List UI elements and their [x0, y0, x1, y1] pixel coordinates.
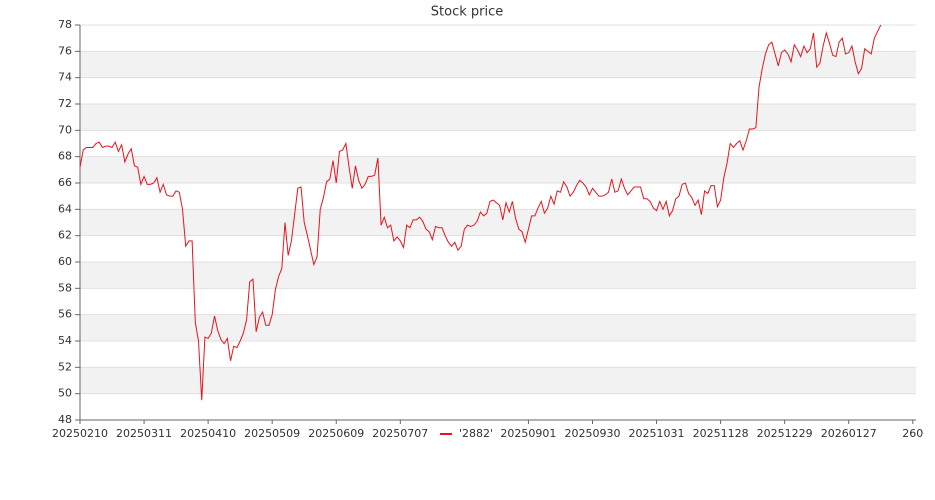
chart-title: Stock price	[431, 5, 503, 20]
y-tick-label: 48	[58, 413, 72, 426]
grid-band	[80, 262, 916, 289]
y-tick-label: 50	[58, 387, 72, 400]
y-tick-label: 76	[58, 44, 72, 57]
x-tick-label: 20250210	[52, 427, 108, 440]
grid-band	[80, 156, 916, 183]
x-tick-label: 20251128	[693, 427, 749, 440]
x-tick-label: 20250509	[244, 427, 300, 440]
line-series	[79, 24, 882, 401]
y-tick-label: 60	[58, 255, 72, 268]
x-tick-label: 20260127	[821, 427, 877, 440]
y-tick-label: 66	[58, 176, 72, 189]
grid-band	[80, 314, 916, 341]
x-tick-label: 20250707	[372, 427, 428, 440]
y-tick-label: 54	[58, 334, 72, 347]
y-tick-label: 64	[58, 202, 72, 215]
x-tick-label: 20251031	[629, 427, 685, 440]
x-tick-label: 20250609	[308, 427, 364, 440]
x-tick-label: 20250901	[500, 427, 556, 440]
legend-label: '2882'	[459, 427, 493, 440]
x-tick-label: 20250930	[564, 427, 620, 440]
x-tick-label: 20251229	[757, 427, 813, 440]
y-tick-label: 72	[58, 97, 72, 110]
grid-band	[80, 51, 916, 78]
legend-swatch	[440, 433, 452, 435]
x-tick-label: 20250311	[116, 427, 172, 440]
grid-band	[80, 367, 916, 394]
y-tick-label: 74	[58, 71, 72, 84]
grid-band	[80, 104, 916, 131]
x-tick-label: 20250410	[180, 427, 236, 440]
grid-band	[80, 209, 916, 236]
y-tick-label: 56	[58, 308, 72, 321]
y-tick-label: 68	[58, 150, 72, 163]
y-tick-label: 78	[58, 18, 72, 31]
y-tick-label: 70	[58, 123, 72, 136]
x-tick-label: 260	[902, 427, 923, 440]
y-tick-label: 62	[58, 229, 72, 242]
y-tick-label: 52	[58, 360, 72, 373]
y-tick-label: 58	[58, 281, 72, 294]
